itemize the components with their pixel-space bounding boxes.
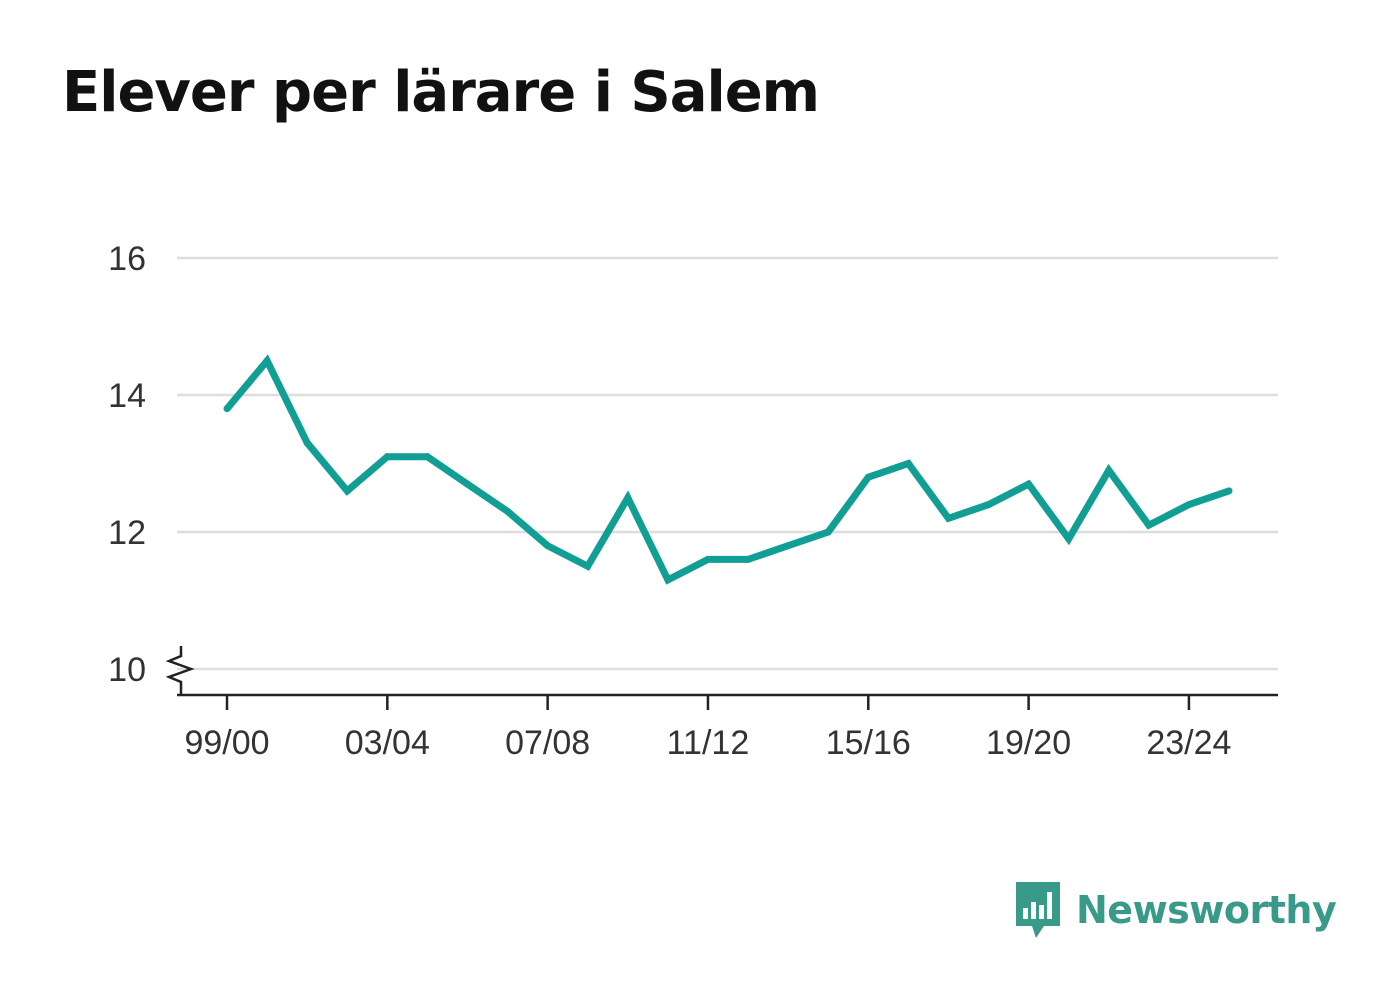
data-point [303,439,311,447]
y-tick-label: 12 [108,514,146,552]
data-points [223,357,1233,584]
data-point [704,555,712,563]
x-tick-label: 23/24 [1146,724,1231,762]
data-point [383,453,391,461]
data-point [944,514,952,522]
data-point [1105,466,1113,474]
series [224,354,1231,585]
data-point [985,501,993,509]
data-point [504,507,512,515]
x-axis-ticks: 99/00 03/04 07/08 11/12 15/16 19/20 23/24 [184,695,1231,762]
data-point [1025,480,1033,488]
data-point [423,453,431,461]
data-point [1145,521,1153,529]
x-tick-label: 07/08 [505,724,590,762]
x-tick-label: 15/16 [826,724,911,762]
x-tick-label: 03/04 [345,724,430,762]
y-axis-break-icon [165,646,195,694]
data-point [343,487,351,495]
data-point [864,473,872,481]
data-point [744,555,752,563]
data-point [1185,501,1193,509]
data-point [784,542,792,550]
data-point [1065,535,1073,543]
data-point [1225,487,1233,495]
data-point [544,542,552,550]
data-point [263,357,271,365]
data-point [223,405,231,413]
y-tick-label: 16 [108,240,146,278]
data-point [664,576,672,584]
chart-title: Elever per lärare i Salem [62,60,820,125]
data-point [584,562,592,570]
data-point [624,494,632,502]
data-point [824,528,832,536]
x-tick-label: 11/12 [667,724,750,762]
y-tick-label: 14 [108,377,146,415]
brand-name: Newsworthy [1076,888,1337,932]
brand-logo: Newsworthy [1012,880,1337,940]
y-tick-label: 10 [108,651,146,689]
data-point [904,460,912,467]
data-point [463,480,471,488]
series-line-0 [224,354,1231,585]
x-tick-label: 19/20 [986,724,1071,762]
newsworthy-logo-icon [1016,882,1060,938]
gridlines [177,256,1278,671]
y-axis-ticks: 10 12 14 16 [108,240,146,689]
x-tick-label: 99/00 [184,724,269,762]
